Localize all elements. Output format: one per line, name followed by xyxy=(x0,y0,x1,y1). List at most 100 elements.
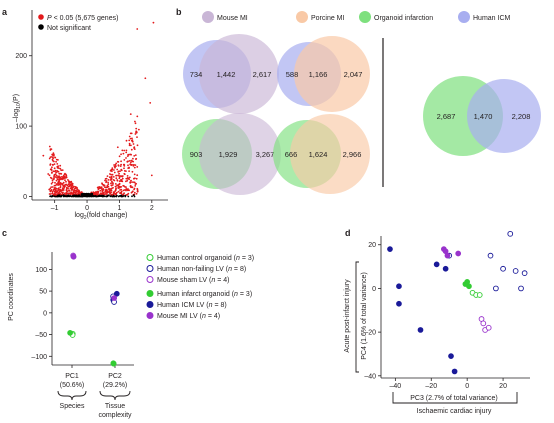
volcano-gene-point xyxy=(129,143,131,145)
volcano-gene-point xyxy=(132,161,134,163)
volcano-gene-point xyxy=(118,186,120,188)
volcano-gene-point xyxy=(112,187,114,189)
volcano-gene-point xyxy=(97,195,99,197)
volcano-gene-point xyxy=(135,183,137,185)
volcano-gene-point xyxy=(125,195,127,197)
volcano-gene-point xyxy=(134,192,136,194)
volcano-gene-point xyxy=(72,191,74,193)
volcano-gene-point xyxy=(57,165,59,167)
volcano-gene-point xyxy=(104,186,106,188)
volcano-gene-point xyxy=(118,191,120,193)
pc-sample-point xyxy=(449,354,454,359)
volcano-gene-point xyxy=(125,152,127,154)
volcano-gene-point xyxy=(49,196,51,198)
venn-4-mid: 1,624 xyxy=(309,150,328,159)
panel-a-axes: 0100200–1 0 1 2 xyxy=(15,10,168,212)
volcano-gene-point xyxy=(115,175,117,177)
venn-porcine-icm: 588 1,166 2,047 xyxy=(277,36,370,112)
venn-5-right: 2,208 xyxy=(512,112,531,121)
volcano-outlier-point xyxy=(42,155,44,157)
volcano-gene-point xyxy=(55,161,57,163)
panel-a-points xyxy=(42,22,154,180)
volcano-gene-point xyxy=(63,194,65,196)
volcano-gene-point xyxy=(98,191,100,193)
panel-d-xtick-label: 20 xyxy=(499,383,507,390)
volcano-gene-point xyxy=(115,183,117,185)
volcano-gene-point xyxy=(65,175,67,177)
volcano-nonsig-point xyxy=(84,193,86,195)
panel-a-ytick-label: 200 xyxy=(15,53,27,60)
volcano-gene-point xyxy=(56,175,58,177)
legend-organoid-infarction-swatch xyxy=(359,11,371,23)
volcano-gene-point xyxy=(105,178,107,180)
volcano-gene-point xyxy=(132,158,134,160)
volcano-outlier-point xyxy=(136,166,138,168)
volcano-gene-point xyxy=(125,189,127,191)
volcano-gene-point xyxy=(117,171,119,173)
panel-c-legend-marker xyxy=(147,266,153,272)
panel-c: c PC coordinates –100–50050100 PC1 (50.6… xyxy=(2,228,254,419)
panel-d: d Acute post-infarct injury PC4 (1.6% of… xyxy=(344,228,530,415)
volcano-gene-point xyxy=(126,180,128,182)
volcano-gene-point xyxy=(107,175,109,177)
pc-sample-point xyxy=(513,269,518,274)
pc-sample-point xyxy=(508,231,513,236)
volcano-gene-point xyxy=(111,179,113,181)
volcano-gene-point xyxy=(71,189,73,191)
volcano-gene-point xyxy=(126,140,128,142)
volcano-gene-point xyxy=(123,167,125,169)
volcano-gene-point xyxy=(57,188,59,190)
volcano-gene-point xyxy=(122,196,124,198)
volcano-gene-point xyxy=(116,195,118,197)
volcano-gene-point xyxy=(115,177,117,179)
volcano-outlier-point xyxy=(149,102,151,104)
volcano-gene-point xyxy=(108,179,110,181)
volcano-gene-point xyxy=(63,185,65,187)
volcano-gene-point xyxy=(136,136,138,138)
volcano-gene-point xyxy=(73,189,75,191)
volcano-gene-point xyxy=(75,187,77,189)
venn-4-left: 666 xyxy=(285,150,298,159)
volcano-gene-point xyxy=(107,182,109,184)
volcano-gene-point xyxy=(123,150,125,152)
volcano-outlier-point xyxy=(144,77,146,79)
venn-5-mid: 1,470 xyxy=(474,112,493,121)
volcano-outlier-point xyxy=(120,153,122,155)
volcano-gene-point xyxy=(133,164,135,166)
volcano-gene-point xyxy=(135,128,137,130)
panel-a-xtick-label: –1 xyxy=(51,205,59,212)
volcano-gene-point xyxy=(100,187,102,189)
volcano-gene-point xyxy=(106,186,108,188)
volcano-gene-point xyxy=(109,173,111,175)
volcano-gene-point xyxy=(78,191,80,193)
panel-c-points xyxy=(68,253,120,366)
volcano-gene-point xyxy=(128,178,130,180)
volcano-gene-point xyxy=(131,186,133,188)
volcano-gene-point xyxy=(101,182,103,184)
panel-a-label: a xyxy=(2,7,8,17)
pc-sample-point xyxy=(456,251,461,256)
volcano-gene-point xyxy=(61,183,63,185)
volcano-gene-point xyxy=(63,189,65,191)
volcano-gene-point xyxy=(50,148,52,150)
panel-d-ytick-label: 20 xyxy=(368,242,376,249)
volcano-gene-point xyxy=(68,193,70,195)
panel-a-legend: P < 0.05 (5,675 genes) Not significant xyxy=(38,14,118,32)
volcano-gene-point xyxy=(113,196,115,198)
volcano-gene-point xyxy=(49,164,51,166)
panel-c-ytick-label: –50 xyxy=(35,332,47,339)
volcano-gene-point xyxy=(52,179,54,181)
volcano-gene-point xyxy=(130,162,132,164)
volcano-gene-point xyxy=(68,189,70,191)
volcano-gene-point xyxy=(71,195,73,197)
volcano-nonsig-point xyxy=(91,193,93,195)
pc-sample-point xyxy=(434,262,439,267)
panel-c-legend-text: Human infarct organoid (n = 3) xyxy=(157,291,252,298)
legend-significant-marker xyxy=(38,14,44,20)
pc-sample-point xyxy=(488,253,493,258)
volcano-gene-point xyxy=(59,178,61,180)
volcano-gene-point xyxy=(56,171,58,173)
legend-not-significant-marker xyxy=(38,24,44,30)
volcano-gene-point xyxy=(114,167,116,169)
